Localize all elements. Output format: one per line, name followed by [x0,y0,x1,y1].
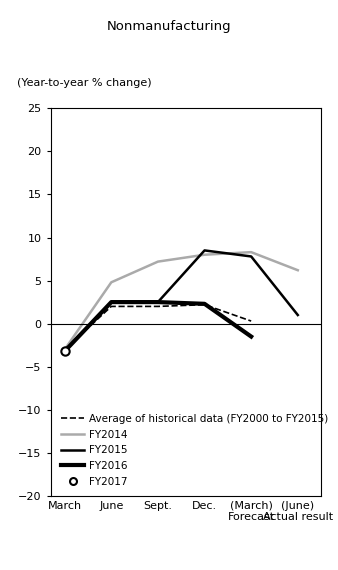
Text: (Year-to-year % change): (Year-to-year % change) [17,78,151,88]
Text: Nonmanufacturing: Nonmanufacturing [107,20,231,33]
Legend: Average of historical data (FY2000 to FY2015), FY2014, FY2015, FY2016, FY2017: Average of historical data (FY2000 to FY… [61,414,329,487]
